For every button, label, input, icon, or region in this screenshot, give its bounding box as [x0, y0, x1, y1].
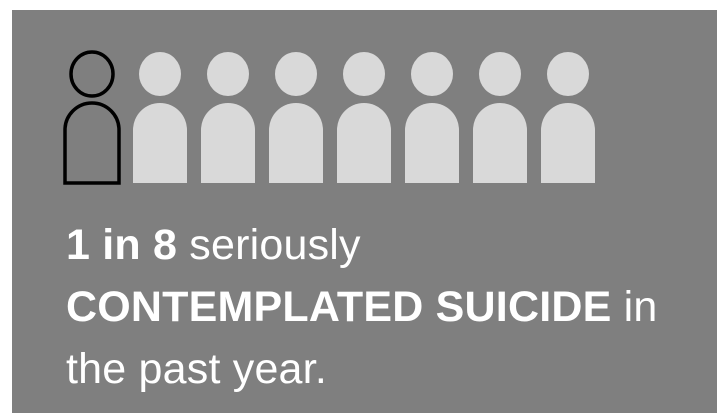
ratio-text: 1 in 8 — [66, 221, 178, 269]
statistic-line-3: the past year. — [66, 345, 327, 393]
person-head — [207, 52, 249, 96]
person-head — [275, 52, 317, 96]
person-body — [337, 103, 391, 183]
person-icon — [337, 52, 391, 183]
emphasis-text: CONTEMPLATED SUICIDE — [66, 283, 612, 331]
person-head — [411, 52, 453, 96]
person-body — [201, 103, 255, 183]
person-icon-row — [63, 50, 595, 185]
person-icon — [541, 52, 595, 183]
person-icon — [473, 52, 527, 183]
statistic-line-1: 1 in 8 seriously — [66, 214, 706, 276]
statistic-text: 1 in 8 seriously CONTEMPLATED SUICIDE in… — [66, 214, 706, 400]
person-head — [139, 52, 181, 96]
seriously-text: seriously — [177, 221, 361, 269]
person-body — [63, 101, 121, 185]
person-icon — [201, 52, 255, 183]
in-text: in — [611, 283, 658, 331]
person-head — [547, 52, 589, 96]
person-icon-highlighted — [63, 50, 121, 185]
person-body — [541, 103, 595, 183]
person-icon — [405, 52, 459, 183]
person-icon — [133, 52, 187, 183]
infographic-panel: 1 in 8 seriously CONTEMPLATED SUICIDE in… — [12, 10, 717, 413]
person-head — [479, 52, 521, 96]
person-icon — [269, 52, 323, 183]
person-head — [69, 50, 115, 98]
person-body — [405, 103, 459, 183]
person-body — [473, 103, 527, 183]
person-body — [269, 103, 323, 183]
person-head — [343, 52, 385, 96]
person-body — [133, 103, 187, 183]
statistic-line-2: CONTEMPLATED SUICIDE in — [66, 276, 706, 338]
